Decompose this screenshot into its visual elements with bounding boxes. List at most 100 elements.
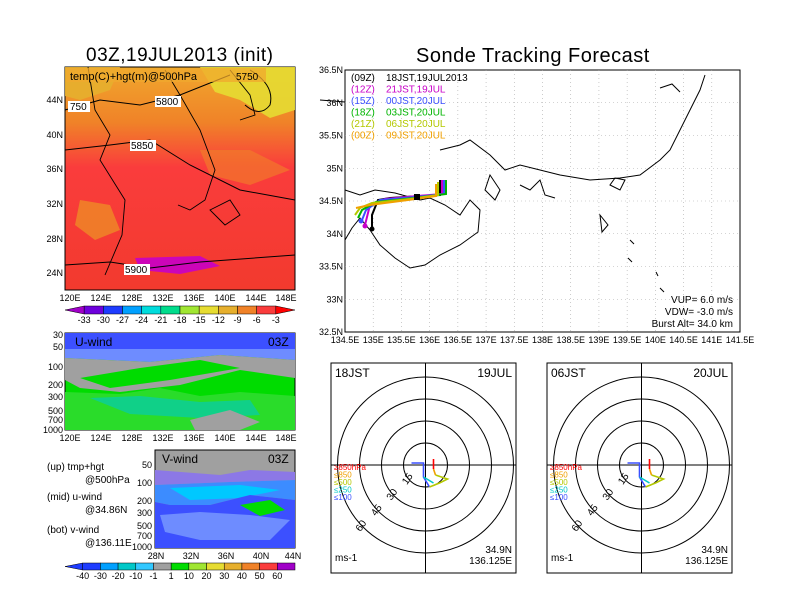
- contour-label-5750: 5750: [236, 72, 259, 83]
- track-y-tick: 34.5N: [319, 196, 343, 206]
- hodograph-time: 06JST: [551, 366, 586, 380]
- temp-map-y-tick: 32N: [46, 199, 63, 209]
- colorbar-swatch: [141, 305, 162, 315]
- svg-text:132E: 132E: [152, 433, 173, 443]
- v-wind-time: 03Z: [268, 452, 289, 466]
- svg-text:700: 700: [48, 415, 63, 425]
- left-panel-title: 03Z,19JUL2013 (init): [86, 45, 274, 66]
- svg-text:300: 300: [48, 392, 63, 402]
- track-y-tick: 33N: [326, 294, 343, 304]
- level-legend-item: ≥850hPa: [334, 463, 367, 472]
- svg-text:200: 200: [137, 496, 152, 506]
- hodograph-unit: ms-1: [335, 553, 358, 564]
- contour-label-750: 750: [70, 102, 87, 113]
- level-legend-item: ≤100: [334, 493, 352, 502]
- colorbar-swatch: [122, 305, 142, 315]
- launch-code: (15Z): [351, 96, 375, 107]
- colorbar-tick: -3: [272, 315, 280, 325]
- temp-map-x-tick: 140E: [214, 293, 235, 303]
- svg-text:@34.86N: @34.86N: [85, 505, 127, 516]
- svg-text:(mid) u-wind: (mid) u-wind: [47, 492, 102, 503]
- u-wind-time: 03Z: [268, 335, 289, 349]
- colorbar-swatch: [103, 305, 123, 315]
- hodograph-trace: [627, 462, 647, 488]
- v-wind-y-axis: 50 100 200 300 500 700 1000: [132, 460, 152, 552]
- svg-text:40N: 40N: [253, 551, 270, 561]
- colorbar-swatch: [117, 562, 137, 571]
- svg-text:30: 30: [53, 330, 63, 340]
- track-map-x-axis: 134.5E 135E 135.5E 136E 136.5E 137E 137.5E 138E…: [331, 335, 755, 345]
- right-panel-title: Sonde Tracking Forecast: [416, 45, 650, 67]
- level-legend-item: ≤500: [334, 478, 352, 487]
- colorbar-tick: -30: [94, 571, 107, 581]
- track-x-tick: 136.5E: [444, 335, 473, 345]
- v-wind-label: V-wind: [162, 452, 198, 466]
- colorbar-tick: -12: [212, 315, 225, 325]
- hodograph-trace: [645, 474, 666, 488]
- hodograph-left: 18JST 19JUL15304560≥850hPa≤850≤500≤250≤10…: [330, 362, 517, 574]
- track-map: [319, 69, 741, 333]
- colorbar-tick: -33: [78, 315, 91, 325]
- colorbar-swatch: [135, 562, 154, 571]
- svg-text:128E: 128E: [121, 433, 142, 443]
- hodograph-lat: 34.9N: [485, 545, 512, 556]
- svg-text:@500hPa: @500hPa: [85, 475, 130, 486]
- temp-map-y-tick: 40N: [46, 130, 63, 140]
- svg-text:120E: 120E: [59, 433, 80, 443]
- track-x-tick: 137E: [476, 335, 497, 345]
- colorbar-swatch: [277, 562, 296, 571]
- temp-map-field-label: temp(C)+hgt(m)@500hPa: [70, 71, 198, 83]
- svg-text:500: 500: [137, 521, 152, 531]
- track-x-tick: 139.5E: [613, 335, 642, 345]
- svg-text:36N: 36N: [218, 551, 235, 561]
- colorbar-swatch: [83, 305, 104, 315]
- svg-text:100: 100: [137, 478, 152, 488]
- temp-map-y-tick: 36N: [46, 164, 63, 174]
- svg-text:50: 50: [53, 342, 63, 352]
- launch-time: 03JST,20JUL: [386, 108, 446, 119]
- u-wind-label: U-wind: [75, 335, 112, 349]
- track-x-tick: 140.5E: [669, 335, 698, 345]
- temp-map-x-tick: 120E: [59, 293, 80, 303]
- launch-code: (12Z): [351, 85, 375, 96]
- u-wind-x-axis: 120E 124E 128E 132E 136E 140E 144E 148E: [59, 433, 296, 443]
- hodograph-trace: [648, 468, 653, 476]
- temp-map-x-tick: 124E: [90, 293, 111, 303]
- colorbar-swatch: [153, 562, 172, 571]
- temp-map-y-axis: 44N 40N 36N 32N 28N 24N: [46, 95, 63, 278]
- track-launch-legend: (09Z) 18JST,19JUL2013 (12Z) 21JST,19JUL (15Z…: [351, 73, 468, 142]
- colorbar-swatch: [256, 305, 277, 315]
- hodograph-right: 06JST 20JUL15304560≥850hPa≤850≤500≤250≤10…: [546, 362, 733, 574]
- track-y-tick: 36.5N: [319, 65, 343, 75]
- colorbar-tick: -9: [233, 315, 241, 325]
- temp-map-y-tick: 28N: [46, 234, 63, 244]
- svg-text:200: 200: [48, 380, 63, 390]
- temp-map-x-tick: 148E: [275, 293, 296, 303]
- colorbar-tick: -6: [253, 315, 261, 325]
- colorbar-swatch: [241, 562, 260, 571]
- hodograph-trace: [429, 474, 450, 488]
- svg-text:44N: 44N: [285, 551, 302, 561]
- colorbar-tick: -20: [112, 571, 125, 581]
- track-y-tick: 33.5N: [319, 262, 343, 272]
- track-y-tick: 32.5N: [319, 327, 343, 337]
- v-wind-x-axis: 28N 32N 36N 40N 44N: [148, 551, 302, 561]
- colorbar-swatch: [100, 562, 119, 571]
- hodograph-lon: 136.125E: [469, 556, 512, 567]
- colorbar-tick: -27: [116, 315, 129, 325]
- wind-colorbar-ticks: -40 -30 -20 -10 -1 1 10 20 30 40 50 60: [76, 571, 282, 581]
- svg-text:28N: 28N: [148, 551, 165, 561]
- colorbar-swatch: [206, 562, 225, 571]
- launch-time: 09JST,20JUL: [386, 131, 446, 142]
- svg-text:100: 100: [48, 362, 63, 372]
- launch-time: 18JST,19JUL2013: [386, 73, 468, 84]
- colorbar-tick: -21: [154, 315, 167, 325]
- colorbar-swatch: [223, 562, 243, 571]
- temp-colorbar-ticks: -33 -30 -27 -24 -21 -18 -15 -12 -9 -6 -3: [78, 315, 280, 325]
- svg-text:140E: 140E: [214, 433, 235, 443]
- level-legend-item: ≥850hPa: [550, 463, 583, 472]
- track-y-tick: 35.5N: [319, 131, 343, 141]
- level-legend-item: ≤100: [550, 493, 568, 502]
- track-x-tick: 137.5E: [500, 335, 529, 345]
- launch-code: (00Z): [351, 131, 375, 142]
